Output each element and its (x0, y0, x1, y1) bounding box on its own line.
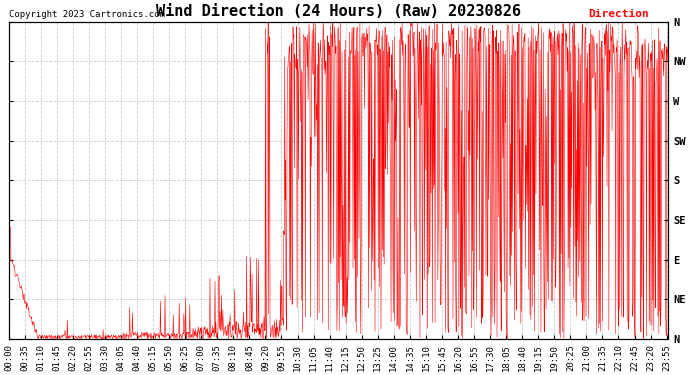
Text: Copyright 2023 Cartronics.com: Copyright 2023 Cartronics.com (10, 9, 165, 18)
Title: Wind Direction (24 Hours) (Raw) 20230826: Wind Direction (24 Hours) (Raw) 20230826 (156, 4, 521, 19)
Text: Direction: Direction (588, 9, 649, 18)
